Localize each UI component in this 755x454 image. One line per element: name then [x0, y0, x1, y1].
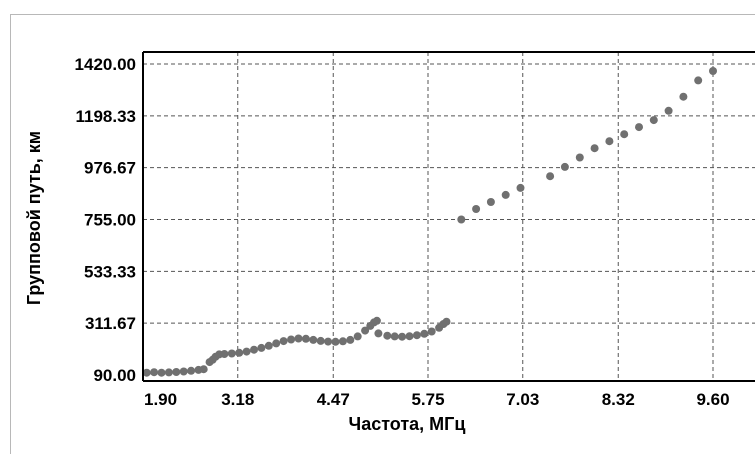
data-point [501, 190, 510, 199]
data-point [398, 332, 407, 341]
data-point [664, 106, 673, 115]
data-point [272, 339, 281, 348]
data-point [199, 365, 208, 374]
data-point [301, 334, 310, 343]
data-point [179, 367, 188, 376]
data-point [235, 348, 244, 357]
data-point [316, 336, 325, 345]
y-tick-labels: 90.00 311.67 533.33 755.00 976.67 1198.33 1420… [75, 55, 136, 385]
data-point [287, 335, 296, 344]
data-point [374, 329, 383, 338]
data-point [575, 153, 584, 162]
data-point [383, 331, 392, 340]
x-axis-label: Частота, МГц [349, 414, 466, 434]
y-tick-label: 976.67 [84, 159, 136, 178]
data-point [694, 76, 703, 85]
x-tick-labels: 1.90 3.18 4.47 5.75 7.03 8.32 9.60 [144, 390, 730, 409]
data-point [164, 368, 173, 377]
data-point [390, 332, 399, 341]
data-point [361, 326, 370, 335]
chart-frame [10, 14, 755, 454]
data-point [442, 317, 451, 326]
data-point [250, 345, 258, 354]
data-point [142, 368, 151, 377]
x-tick-label: 7.03 [506, 390, 539, 409]
data-point [220, 350, 229, 358]
data-point [331, 337, 340, 346]
data-point [353, 332, 362, 341]
data-point [150, 368, 159, 377]
data-point [546, 172, 555, 181]
data-point [605, 137, 614, 146]
data-point [338, 337, 347, 346]
data-point [420, 329, 429, 338]
data-point [309, 335, 318, 344]
data-point [635, 123, 643, 132]
x-tick-label: 9.60 [696, 390, 729, 409]
data-point [279, 337, 288, 346]
data-point [679, 92, 688, 101]
axes [142, 51, 755, 382]
data-point [516, 183, 525, 192]
data-point [257, 343, 266, 352]
grid [143, 52, 755, 381]
data-point [264, 341, 273, 350]
data-point [372, 316, 381, 325]
data-point [227, 349, 236, 358]
data-point [157, 368, 166, 377]
x-tick-label: 1.90 [144, 390, 177, 409]
data-point [324, 337, 333, 346]
data-point [294, 334, 303, 343]
data-point [172, 368, 181, 376]
x-tick-label: 5.75 [411, 390, 444, 409]
data-point [620, 130, 629, 139]
data-point [457, 215, 466, 224]
y-axis-label: Групповой путь, км [24, 131, 44, 305]
x-tick-label: 3.18 [221, 390, 254, 409]
data-points [142, 67, 717, 377]
data-point [242, 347, 251, 356]
y-tick-label: 1198.33 [75, 107, 136, 126]
y-tick-label: 90.00 [93, 366, 136, 385]
y-tick-label: 755.00 [84, 211, 136, 230]
x-tick-label: 8.32 [602, 390, 635, 409]
y-tick-label: 1420.00 [75, 55, 136, 74]
y-tick-label: 311.67 [85, 314, 136, 333]
data-point [405, 332, 414, 341]
data-point [346, 335, 355, 344]
data-point [472, 205, 481, 213]
y-tick-label: 533.33 [84, 262, 136, 281]
data-point [649, 116, 658, 125]
data-point [590, 144, 599, 153]
data-point [486, 198, 495, 206]
data-point [427, 327, 436, 336]
data-point [709, 67, 717, 75]
data-point [560, 162, 569, 171]
data-point [412, 331, 421, 340]
data-point [187, 366, 196, 375]
x-tick-label: 4.47 [317, 390, 350, 409]
scatter-chart: 90.00 311.67 533.33 755.00 976.67 1198.33 1420… [24, 51, 755, 434]
